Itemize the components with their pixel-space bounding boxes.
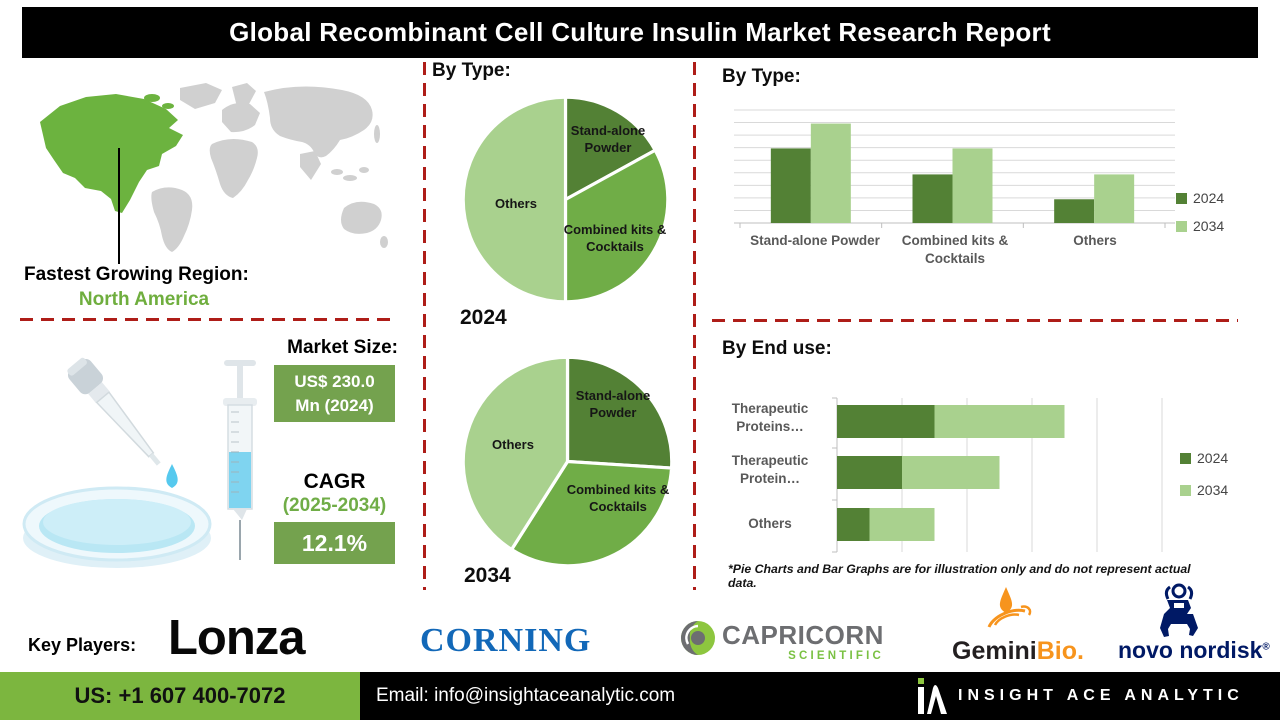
corning-logo: CORNING [420, 622, 592, 659]
region-north-america-highlight [40, 94, 183, 213]
pie-chart-2034 [461, 355, 674, 568]
enduse-row-label-1: Therapeutic Proteins… [731, 401, 809, 434]
enduse-row-label-2: Therapeutic Protein… [731, 453, 809, 486]
market-size-value-line1: US$ 230.0 [294, 372, 375, 391]
pie-slice-2 [461, 355, 570, 552]
column-bar-2034-1 [952, 148, 993, 223]
pie-2034-label-others: Others [492, 437, 534, 452]
enduse-legend-swatch-2034 [1180, 484, 1191, 496]
column-chart-title: By Type: [722, 66, 801, 87]
enduse-bar-2034-0 [934, 405, 1065, 438]
fastest-growing-region-label: Fastest Growing Region: [24, 264, 249, 285]
legend-label-2034: 2034 [1193, 218, 1225, 234]
divider-middle-right [693, 62, 696, 590]
market-size-value-line2: Mn (2024) [295, 395, 374, 415]
pie-2024-label-combined: Combined kits & Cocktails [563, 222, 667, 254]
pie-slice-0 [565, 355, 674, 470]
geminibio-logo: GeminiBio. [952, 637, 1084, 666]
map-continents [151, 83, 388, 252]
liquid-drop [166, 464, 178, 488]
novo-nordisk-registered-mark: ® [1262, 641, 1270, 653]
pie-slice-2 [461, 95, 568, 304]
divider-right-horizontal [712, 319, 1238, 322]
pie-2034-label-combined: Combined kits & Cocktails [566, 482, 670, 514]
legend-label-2024: 2024 [1193, 190, 1225, 206]
geminibio-logo-bio: Bio. [1036, 637, 1084, 665]
novo-nordisk-bull-icon [1160, 583, 1198, 637]
column-bar-2034-2 [1094, 174, 1135, 223]
column-bar-2024-0 [770, 148, 811, 223]
column-bar-2024-2 [1054, 199, 1095, 223]
enduse-legend-2024: 2024 [1180, 450, 1228, 466]
column-category-combined: Combined kits & Cocktails [901, 233, 1009, 266]
novo-nordisk-logo: novo nordisk® [1118, 637, 1270, 664]
capricorn-logo-subtext: SCIENTIFIC [788, 650, 884, 662]
pie-section-title: By Type: [432, 60, 511, 81]
column-legend-2034: 2034 [1176, 218, 1224, 234]
disclaimer-note: *Pie Charts and Bar Graphs are for illus… [728, 562, 1191, 590]
column-bar-2034-0 [810, 123, 851, 223]
key-players-label: Key Players: [28, 635, 137, 655]
fastest-growing-region-value: North America [78, 289, 210, 310]
geminibio-logo-gemini: Gemini [952, 637, 1037, 665]
pie-2034-label-standalone: Stand-alone Powder [575, 388, 651, 420]
pie-slice-0 [563, 95, 657, 202]
market-size-label: Market Size: [287, 337, 398, 358]
cagr-value-box: 12.1% [274, 522, 395, 564]
enduse-bar-2024-2 [837, 508, 870, 541]
enduse-bar-2034-2 [869, 508, 935, 541]
pie-2024-label-others: Others [495, 196, 537, 211]
capricorn-logo-text: CAPRICORN [722, 620, 884, 650]
pie-chart-2024 [461, 95, 670, 304]
enduse-bar-2034-1 [902, 456, 1000, 489]
pie-2034-year: 2034 [464, 564, 511, 587]
pie-slice-1 [563, 148, 670, 304]
enduse-legend-label-2034: 2034 [1197, 482, 1229, 498]
column-category-others: Others [1073, 233, 1117, 248]
capricorn-icon [681, 621, 715, 655]
legend-swatch-2034 [1176, 220, 1187, 232]
enduse-chart [832, 397, 1163, 553]
insight-ace-logo-icon [918, 678, 947, 714]
divider-left-horizontal [20, 318, 398, 321]
gemini-drop-icon [987, 587, 1032, 628]
pie-2024-label-standalone: Stand-alone Powder [570, 123, 646, 155]
pie-2024-year: 2024 [460, 306, 507, 329]
column-legend-2024: 2024 [1176, 190, 1224, 206]
column-category-standalone: Stand-alone Powder [750, 233, 880, 248]
cagr-label: CAGR [303, 470, 366, 493]
legend-swatch-2024 [1176, 192, 1187, 204]
dropper-icon [67, 357, 161, 466]
divider-middle-left [423, 62, 426, 590]
novo-nordisk-logo-text: novo nordisk [1118, 637, 1263, 663]
enduse-legend-2034: 2034 [1180, 482, 1228, 498]
footer-phone: US: +1 607 400-7072 [74, 683, 286, 708]
enduse-chart-title: By End use: [722, 338, 832, 359]
world-map [40, 83, 388, 252]
column-bar-2024-1 [912, 174, 953, 223]
enduse-legend-label-2024: 2024 [1197, 450, 1229, 466]
footer-email: Email: info@insightaceanalytic.com [376, 685, 676, 706]
enduse-bar-2024-0 [837, 405, 935, 438]
column-chart [734, 109, 1175, 228]
enduse-row-label-3: Others [748, 516, 792, 531]
footer-phone-panel: US: +1 607 400-7072 [0, 672, 360, 720]
enduse-legend-swatch-2024 [1180, 452, 1191, 464]
syringe-icon [223, 360, 257, 560]
market-size-value-box: US$ 230.0 Mn (2024) [274, 365, 395, 422]
insight-ace-brand-text: INSIGHT ACE ANALYTIC [958, 687, 1244, 704]
region-pointer-line [118, 148, 120, 264]
lab-illustration [22, 357, 257, 568]
footer-email-panel: Email: info@insightaceanalytic.com [360, 672, 1280, 720]
lonza-logo: Lonza [168, 611, 306, 665]
report-title: Global Recombinant Cell Culture Insulin … [229, 17, 1051, 47]
cagr-period: (2025-2034) [282, 495, 387, 516]
title-bar: Global Recombinant Cell Culture Insulin … [22, 7, 1258, 58]
enduse-bar-2024-1 [837, 456, 902, 489]
